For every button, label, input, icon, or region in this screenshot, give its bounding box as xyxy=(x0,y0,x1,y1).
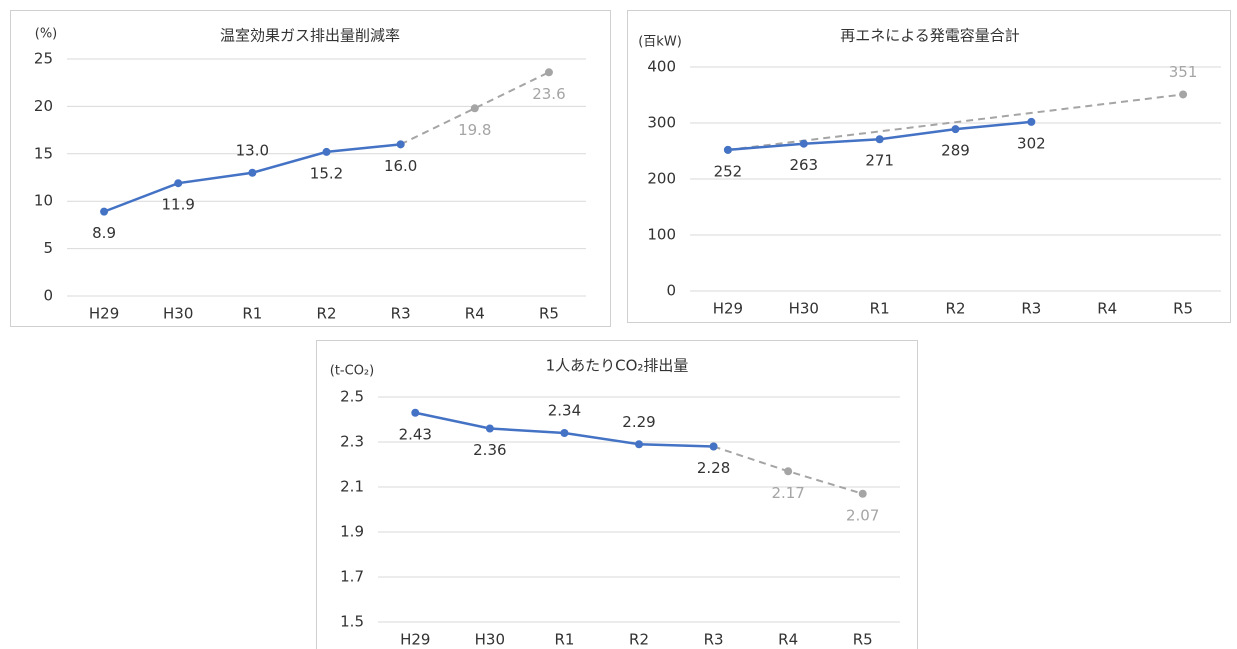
data-label: 16.0 xyxy=(384,157,417,175)
data-point xyxy=(411,408,420,417)
y-tick-label: 400 xyxy=(647,58,676,76)
y-tick-label: 5 xyxy=(43,239,53,257)
y-tick-label: 0 xyxy=(43,287,53,305)
x-tick-label: R4 xyxy=(465,305,485,323)
data-point xyxy=(951,125,960,134)
y-tick-label: 1.9 xyxy=(340,523,364,541)
y-tick-label: 20 xyxy=(34,97,53,115)
data-label: 2.29 xyxy=(622,413,655,431)
data-point xyxy=(858,489,867,498)
data-point xyxy=(485,424,494,433)
data-label: 289 xyxy=(941,142,970,160)
data-label: 2.36 xyxy=(473,441,506,459)
x-tick-label: R4 xyxy=(1097,300,1117,318)
data-label: 2.34 xyxy=(548,402,581,420)
y-tick-label: 1.7 xyxy=(340,568,364,586)
x-tick-label: H30 xyxy=(475,631,505,649)
y-axis-label: (t-CO₂) xyxy=(330,364,374,379)
chart-title: 再エネによる発電容量合計 xyxy=(840,27,1020,45)
data-point xyxy=(635,440,643,449)
data-point xyxy=(1027,117,1036,126)
series-line xyxy=(400,71,550,146)
data-label: 252 xyxy=(714,162,743,180)
data-label: 2.07 xyxy=(846,506,879,524)
x-tick-label: R3 xyxy=(704,631,724,649)
y-tick-label: 25 xyxy=(34,50,53,68)
data-label: 15.2 xyxy=(310,164,343,182)
data-point xyxy=(248,168,257,177)
y-tick-label: 2.5 xyxy=(340,388,364,406)
x-tick-label: R3 xyxy=(391,305,411,323)
data-point xyxy=(784,467,793,476)
chart: 温室効果ガス排出量削減率 (%) 0 5 10 15 20 25 H29 H30 R1 R2 R3 R4 R… xyxy=(10,10,611,327)
y-tick-label: 15 xyxy=(34,144,53,162)
chart-frame xyxy=(316,340,918,649)
data-point xyxy=(723,145,732,154)
chart-title: 温室効果ガス排出量削減率 xyxy=(220,27,400,45)
y-tick-label: 1.5 xyxy=(340,613,364,631)
data-point xyxy=(544,68,553,77)
data-label: 13.0 xyxy=(236,141,269,159)
x-tick-label: H30 xyxy=(789,300,819,318)
data-label: 23.6 xyxy=(532,85,565,103)
data-label: 302 xyxy=(1017,134,1046,152)
x-tick-label: R2 xyxy=(317,305,337,323)
y-tick-label: 10 xyxy=(34,192,53,210)
y-tick-label: 100 xyxy=(647,226,676,244)
data-label: 2.43 xyxy=(399,425,432,443)
y-axis-label: (百kW) xyxy=(638,35,682,50)
x-tick-label: R5 xyxy=(1173,300,1193,318)
x-tick-label: R4 xyxy=(778,631,798,649)
y-axis-label: (%) xyxy=(35,27,58,42)
x-tick-label: R5 xyxy=(853,631,873,649)
y-tick-label: 200 xyxy=(647,170,676,188)
x-tick-label: R1 xyxy=(870,300,890,318)
data-label: 271 xyxy=(865,152,894,170)
data-point xyxy=(100,207,109,216)
y-tick-label: 2.1 xyxy=(340,478,364,496)
x-tick-label: H30 xyxy=(163,305,193,323)
data-label: 11.9 xyxy=(162,196,195,214)
x-tick-label: R1 xyxy=(554,631,574,649)
chart: 1人あたりCO₂排出量 (t-CO₂) 1.5 1.7 1.9 2.1 2.3 2.5 H29 H… xyxy=(316,340,918,649)
x-tick-label: H29 xyxy=(713,300,743,318)
data-point xyxy=(470,104,479,113)
data-point xyxy=(396,140,405,149)
data-label: 2.28 xyxy=(697,459,730,477)
chart-frame xyxy=(10,10,611,327)
data-point xyxy=(1179,90,1188,99)
chart: 再エネによる発電容量合計 (百kW) 0 100 200 300 400 H29 H30 R1 R2… xyxy=(627,10,1231,323)
y-tick-label: 2.3 xyxy=(340,433,364,451)
data-label: 2.17 xyxy=(771,484,804,502)
data-point xyxy=(560,429,569,437)
data-label: 19.8 xyxy=(458,121,491,139)
data-point xyxy=(875,135,884,144)
y-tick-label: 300 xyxy=(647,114,676,132)
data-point xyxy=(322,147,331,156)
data-label: 263 xyxy=(789,156,818,174)
x-tick-label: H29 xyxy=(400,631,430,649)
data-label: 8.9 xyxy=(92,224,116,242)
data-point xyxy=(709,442,718,451)
x-tick-label: R2 xyxy=(946,300,966,318)
x-tick-label: R2 xyxy=(629,631,649,649)
x-tick-label: R5 xyxy=(539,305,559,323)
data-point xyxy=(799,139,808,148)
chart-frame xyxy=(627,10,1231,323)
x-tick-label: H29 xyxy=(89,305,119,323)
x-tick-label: R3 xyxy=(1021,300,1041,318)
x-tick-label: R1 xyxy=(242,305,262,323)
data-point xyxy=(174,179,183,188)
data-label: 351 xyxy=(1169,63,1198,81)
y-tick-label: 0 xyxy=(666,282,676,300)
chart-title: 1人あたりCO₂排出量 xyxy=(546,357,689,375)
